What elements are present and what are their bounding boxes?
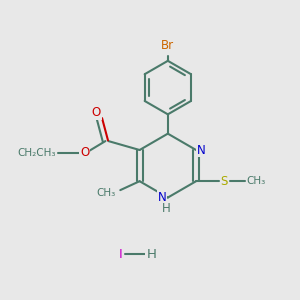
Text: H: H (146, 248, 156, 260)
Text: O: O (92, 106, 101, 119)
Text: CH₂CH₃: CH₂CH₃ (18, 148, 56, 158)
Text: CH₃: CH₃ (97, 188, 116, 198)
Text: S: S (220, 175, 228, 188)
Text: I: I (118, 248, 122, 260)
Text: O: O (80, 146, 89, 160)
Text: N: N (158, 191, 166, 204)
Text: N: N (197, 143, 206, 157)
Text: H: H (162, 202, 171, 215)
Text: CH₃: CH₃ (247, 176, 266, 186)
Text: Br: Br (161, 39, 174, 52)
